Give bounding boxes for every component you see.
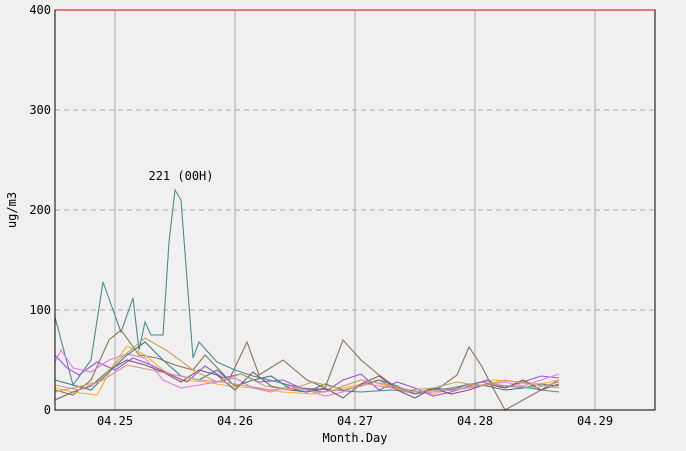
annotation-label: 221 (00H) <box>148 169 213 183</box>
y-tick-label: 300 <box>29 103 51 117</box>
x-tick-label: 04.26 <box>217 414 253 428</box>
y-tick-label: 400 <box>29 3 51 17</box>
y-tick-label: 100 <box>29 303 51 317</box>
series-line-8 <box>54 364 560 393</box>
x-tick-label: 04.25 <box>97 414 133 428</box>
x-tick-label: 04.28 <box>457 414 493 428</box>
y-axis-label: ug/m3 <box>5 192 19 228</box>
grid-lines <box>55 10 655 410</box>
x-tick-label: 04.27 <box>337 414 373 428</box>
y-tick-labels: 0 100 200 300 400 <box>29 3 51 417</box>
series-line-9 <box>54 337 560 393</box>
series-lines <box>54 188 560 411</box>
x-tick-label: 04.29 <box>577 414 613 428</box>
y-tick-label: 200 <box>29 203 51 217</box>
x-axis-label: Month.Day <box>322 431 387 445</box>
series-line-4 <box>54 354 560 397</box>
x-tick-labels: 04.25 04.26 04.27 04.28 04.29 <box>97 414 613 428</box>
series-line-1 <box>54 188 560 393</box>
y-tick-label: 0 <box>44 403 51 417</box>
